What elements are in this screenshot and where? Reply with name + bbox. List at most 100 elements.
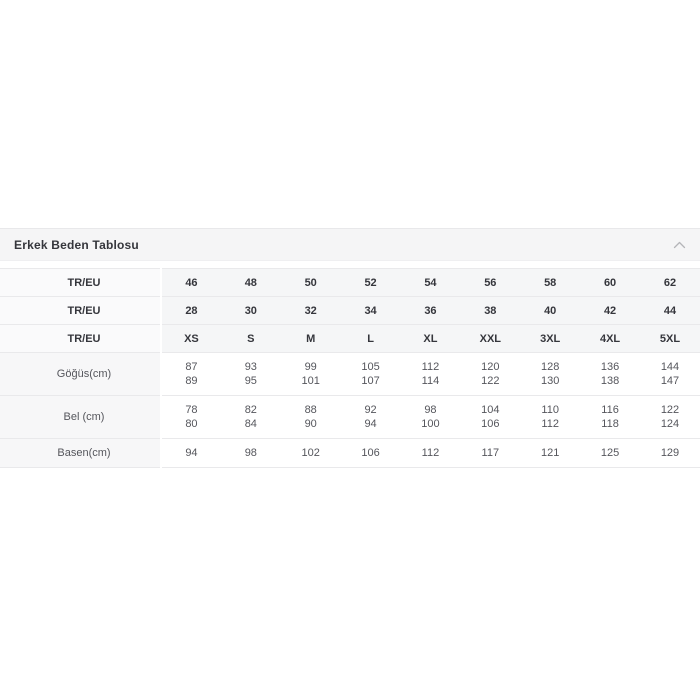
- measurement-cell: 120 122: [460, 352, 521, 396]
- measurement-cell: 116 118: [580, 395, 640, 439]
- measurement-cell: 78 80: [161, 395, 221, 439]
- cell-value-line: 84: [244, 418, 257, 430]
- cell-value-line: 138: [600, 375, 620, 387]
- chevron-up-icon: [673, 241, 686, 249]
- measurement-cell: 125: [580, 438, 640, 468]
- cell-value-line: 120: [481, 361, 500, 373]
- measurement-cell: 87 89: [161, 352, 221, 396]
- size-header-cell: XS: [161, 324, 221, 353]
- measurement-cell: 92 94: [340, 395, 401, 439]
- measurement-cell: 128 130: [520, 352, 581, 396]
- size-header-cell: M: [280, 324, 341, 353]
- size-header-cell: 36: [400, 296, 461, 325]
- cell-value-line: 80: [185, 418, 198, 430]
- row-label-cell: Basen(cm): [0, 438, 162, 468]
- cell-value-line: 130: [541, 375, 560, 387]
- measurement-cell: 105 107: [340, 352, 401, 396]
- cell-value-line: 90: [304, 418, 317, 430]
- cell-value-line: 114: [421, 375, 440, 387]
- size-header-cell: 52: [340, 268, 401, 297]
- measurement-cell: 99 101: [280, 352, 341, 396]
- size-table-header-row: TR/EU XS S M L XL XXL 3XL 4XL 5XL: [0, 324, 700, 353]
- size-table-container: TR/EU 46 48 50 52 54 56 58 60 62 TR/EU 28 30 32 34 36 38…: [0, 268, 700, 468]
- cell-value-line: 88: [304, 404, 317, 416]
- row-label-cell: TR/EU: [0, 324, 162, 353]
- size-table-header-row: TR/EU 28 30 32 34 36 38 40 42 44: [0, 296, 700, 325]
- size-header-cell: 58: [520, 268, 581, 297]
- measurement-cell: 102: [280, 438, 341, 468]
- cell-value-line: 107: [361, 375, 380, 387]
- size-header-cell: 28: [161, 296, 221, 325]
- cell-value-line: 78: [185, 404, 198, 416]
- measurement-cell: 136 138: [580, 352, 640, 396]
- size-header-cell: 4XL: [580, 324, 640, 353]
- size-table-row: Basen(cm) 94 98 102 106 112 117 121 125 129: [0, 438, 700, 468]
- cell-value-line: 82: [244, 404, 257, 416]
- size-header-cell: S: [220, 324, 281, 353]
- measurement-cell: 121: [520, 438, 581, 468]
- row-label-cell: Bel (cm): [0, 395, 162, 439]
- measurement-cell: 88 90: [280, 395, 341, 439]
- size-chart-title: Erkek Beden Tablosu: [14, 237, 139, 252]
- measurement-cell: 112 114: [400, 352, 461, 396]
- size-header-cell: 46: [161, 268, 221, 297]
- cell-value-line: 112: [541, 418, 559, 430]
- size-table-row: Göğüs(cm) 87 89 93 95 99 101 105 107 112 114 120 122…: [0, 352, 700, 396]
- size-header-cell: 56: [460, 268, 521, 297]
- row-label-cell: Göğüs(cm): [0, 352, 162, 396]
- size-header-cell: 62: [640, 268, 700, 297]
- cell-value-line: 89: [185, 375, 198, 387]
- size-chart-accordion-header[interactable]: Erkek Beden Tablosu: [0, 228, 700, 261]
- size-header-cell: 42: [580, 296, 640, 325]
- size-header-cell: 30: [220, 296, 281, 325]
- measurement-cell: 122 124: [640, 395, 700, 439]
- size-header-cell: L: [340, 324, 401, 353]
- measurement-cell: 106: [340, 438, 401, 468]
- measurement-cell: 129: [640, 438, 700, 468]
- size-table: TR/EU 46 48 50 52 54 56 58 60 62 TR/EU 28 30 32 34 36 38…: [0, 268, 700, 468]
- cell-value-line: 92: [364, 404, 377, 416]
- size-header-cell: 38: [460, 296, 521, 325]
- cell-value-line: 100: [421, 418, 440, 430]
- cell-value-line: 99: [304, 361, 317, 373]
- cell-value-line: 110: [541, 404, 559, 416]
- cell-value-line: 118: [601, 418, 619, 430]
- size-header-cell: 50: [280, 268, 341, 297]
- measurement-cell: 98: [220, 438, 281, 468]
- cell-value-line: 122: [660, 404, 680, 416]
- cell-value-line: 136: [600, 361, 620, 373]
- cell-value-line: 94: [364, 418, 377, 430]
- size-table-header-row: TR/EU 46 48 50 52 54 56 58 60 62: [0, 268, 700, 297]
- size-header-cell: 54: [400, 268, 461, 297]
- cell-value-line: 101: [301, 375, 320, 387]
- cell-value-line: 124: [660, 418, 680, 430]
- measurement-cell: 82 84: [220, 395, 281, 439]
- row-label-cell: TR/EU: [0, 268, 162, 297]
- size-header-cell: 44: [640, 296, 700, 325]
- cell-value-line: 87: [185, 361, 198, 373]
- size-header-cell: 48: [220, 268, 281, 297]
- cell-value-line: 104: [481, 404, 500, 416]
- cell-value-line: 98: [424, 404, 437, 416]
- cell-value-line: 112: [421, 361, 440, 373]
- cell-value-line: 128: [541, 361, 560, 373]
- size-header-cell: 5XL: [640, 324, 700, 353]
- size-header-cell: 60: [580, 268, 640, 297]
- measurement-cell: 144 147: [640, 352, 700, 396]
- size-header-cell: 40: [520, 296, 581, 325]
- cell-value-line: 116: [601, 404, 619, 416]
- cell-value-line: 105: [361, 361, 380, 373]
- measurement-cell: 110 112: [520, 395, 581, 439]
- measurement-cell: 104 106: [460, 395, 521, 439]
- size-table-row: Bel (cm) 78 80 82 84 88 90 92 94 98 100 104 106 110 11…: [0, 395, 700, 439]
- size-header-cell: 34: [340, 296, 401, 325]
- measurement-cell: 98 100: [400, 395, 461, 439]
- measurement-cell: 93 95: [220, 352, 281, 396]
- measurement-cell: 94: [161, 438, 221, 468]
- size-header-cell: XXL: [460, 324, 521, 353]
- cell-value-line: 95: [244, 375, 257, 387]
- measurement-cell: 112: [400, 438, 461, 468]
- cell-value-line: 106: [481, 418, 500, 430]
- cell-value-line: 147: [660, 375, 680, 387]
- cell-value-line: 144: [660, 361, 680, 373]
